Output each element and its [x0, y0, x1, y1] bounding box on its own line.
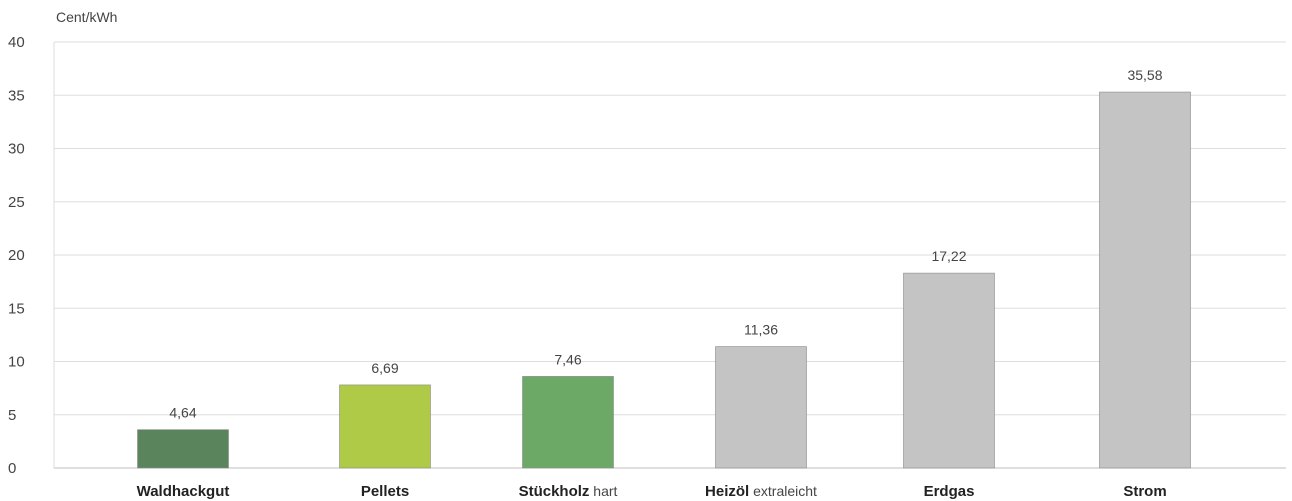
- category-label: Heizöl extraleicht: [705, 483, 817, 500]
- category-label: Stückholz hart: [519, 483, 618, 500]
- y-axis-label: Cent/kWh: [56, 9, 117, 25]
- y-tick-label: 5: [8, 407, 16, 424]
- y-tick-label: 40: [8, 34, 25, 51]
- category-label: Strom: [1123, 483, 1166, 500]
- data-label: 35,58: [1127, 67, 1162, 83]
- data-label: 7,46: [554, 351, 581, 367]
- y-tick-label: 30: [8, 141, 25, 158]
- bar: [903, 272, 995, 469]
- data-label: 4,64: [169, 405, 196, 421]
- category-label: Waldhackgut: [137, 483, 230, 500]
- bar: [339, 384, 431, 469]
- bar: [715, 346, 807, 469]
- data-label: 11,36: [744, 322, 778, 338]
- data-label: 6,69: [371, 360, 398, 376]
- bar: [1099, 91, 1191, 469]
- y-tick-label: 35: [8, 87, 25, 104]
- gridlines: [53, 41, 1286, 469]
- bar: [137, 429, 229, 469]
- bar: [522, 376, 614, 469]
- bars: [137, 91, 1191, 469]
- data-labels: 4,64 6,69 7,46 11,36 17,22 35,58: [169, 67, 1162, 421]
- y-tick-label: 10: [8, 354, 25, 371]
- y-tick-labels: 0 5 10 15 20 25 30 35 40: [8, 34, 25, 477]
- y-tick-label: 25: [8, 194, 25, 211]
- data-label: 17,22: [931, 248, 966, 264]
- category-label: Erdgas: [924, 483, 975, 500]
- category-label: Pellets: [361, 483, 409, 500]
- y-tick-label: 15: [8, 300, 25, 317]
- y-tick-label: 20: [8, 247, 25, 264]
- category-labels: Waldhackgut Pellets Stückholz hart Heizöl e…: [137, 483, 1167, 500]
- y-tick-label: 0: [8, 460, 16, 477]
